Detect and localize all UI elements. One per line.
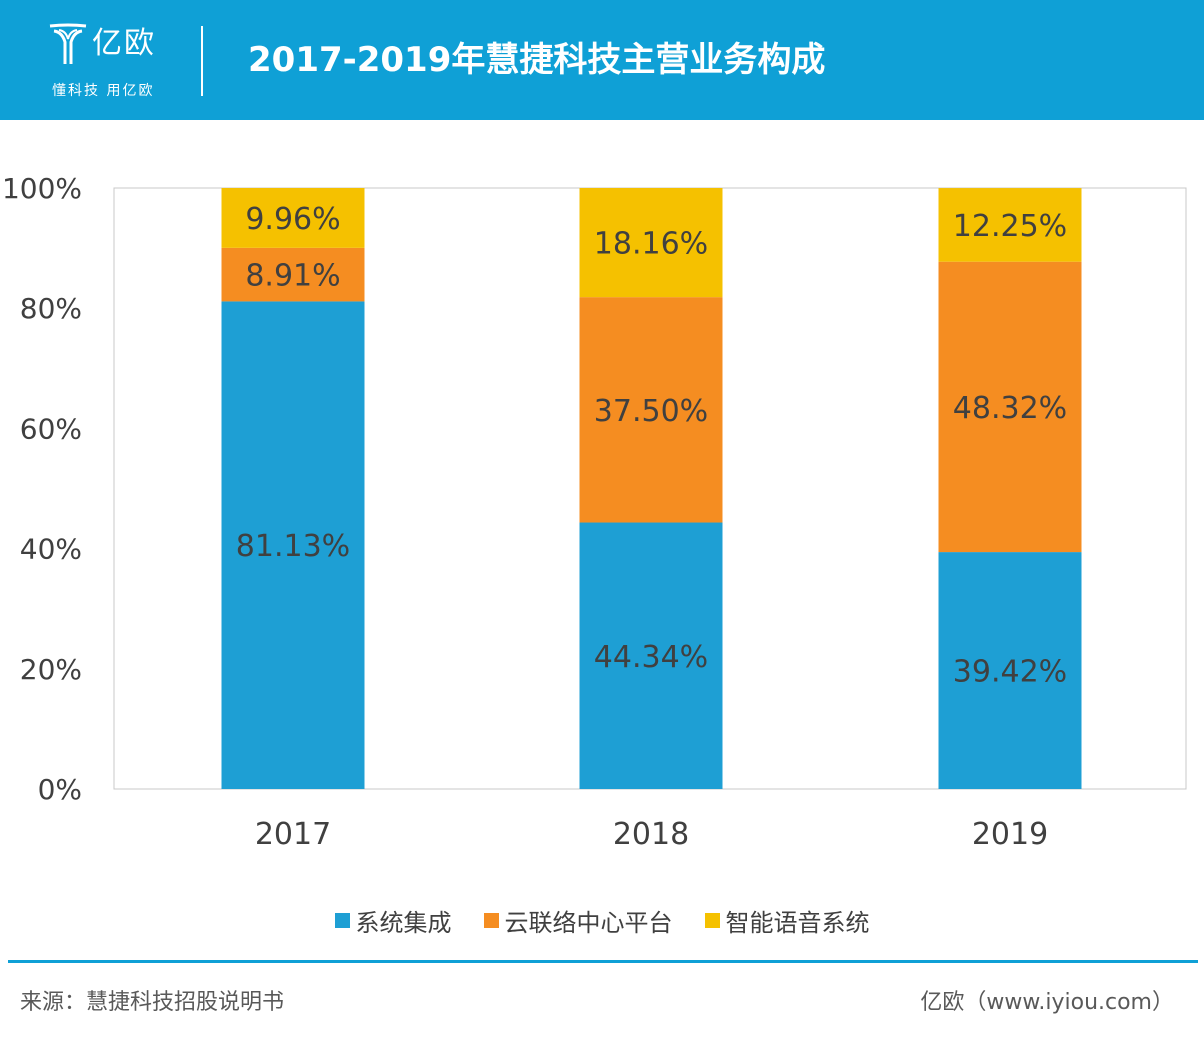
- x-axis: 2017 2018 2019: [255, 817, 1048, 852]
- logo-y-icon: [49, 23, 87, 64]
- data-label: 12.25%: [953, 209, 1067, 244]
- bars: 81.13% 8.91% 9.96% 44.34% 37.50% 18.16% 39.42%…: [221, 188, 1082, 789]
- brand-note: 亿欧（www.iyiou.com）: [920, 990, 1174, 1015]
- bar-segment: [938, 552, 1082, 789]
- logo-name: 亿欧: [92, 26, 156, 61]
- legend-item-intelligent-voice: 智能语音系统: [704, 903, 870, 938]
- footer-divider: [8, 960, 1198, 963]
- data-label: 81.13%: [236, 529, 350, 564]
- legend: 系统集成 云联络中心平台 智能语音系统: [0, 900, 1204, 940]
- header-banner: 亿欧 懂科技 用亿欧 2017-2019年慧捷科技主营业务构成: [0, 0, 1204, 120]
- source-note: 来源：慧捷科技招股说明书: [20, 990, 285, 1015]
- logo: 亿欧 懂科技 用亿欧: [38, 16, 178, 104]
- bar-segment: [579, 297, 723, 523]
- y-tick-label: 100%: [2, 172, 82, 205]
- stacked-bar-chart: 0% 20% 40% 60% 80% 100% 81.13% 8.91% 9.96% 44.34…: [2, 172, 1187, 852]
- logo-slogan: 懂科技 用亿欧: [52, 83, 155, 99]
- legend-label: 系统集成: [355, 908, 452, 937]
- x-tick-label: 2017: [255, 817, 331, 852]
- x-tick-label: 2019: [972, 817, 1048, 852]
- data-label: 18.16%: [594, 227, 708, 262]
- data-label: 8.91%: [245, 259, 340, 294]
- x-tick-label: 2018: [613, 817, 689, 852]
- bar-segment: [938, 188, 1082, 262]
- legend-label: 云联络中心平台: [504, 908, 673, 937]
- legend-swatch: [483, 912, 499, 928]
- y-axis: 0% 20% 40% 60% 80% 100%: [2, 172, 82, 806]
- bar-segment: [579, 522, 723, 789]
- data-label: 48.32%: [953, 391, 1067, 426]
- data-label: 44.34%: [594, 640, 708, 675]
- bar-segment: [221, 301, 365, 789]
- legend-label: 智能语音系统: [725, 908, 870, 937]
- legend-item-system-integration: 系统集成: [334, 903, 452, 938]
- data-label: 9.96%: [245, 202, 340, 237]
- data-label: 37.50%: [594, 394, 708, 429]
- legend-item-cloud-contact-center: 云联络中心平台: [483, 903, 673, 938]
- y-tick-label: 60%: [20, 412, 82, 445]
- legend-swatch: [334, 912, 350, 928]
- bar-segment: [579, 188, 723, 298]
- bar-segment: [938, 261, 1082, 553]
- data-label: 39.42%: [953, 655, 1067, 690]
- legend-swatch: [704, 912, 720, 928]
- bar-segment: [221, 188, 365, 248]
- y-tick-label: 40%: [20, 533, 82, 566]
- y-tick-label: 80%: [20, 292, 82, 325]
- y-tick-label: 0%: [38, 773, 82, 806]
- header-divider: [201, 26, 203, 96]
- bar-segment: [221, 247, 365, 302]
- page-title: 2017-2019年慧捷科技主营业务构成: [248, 40, 826, 80]
- y-tick-label: 20%: [20, 653, 82, 686]
